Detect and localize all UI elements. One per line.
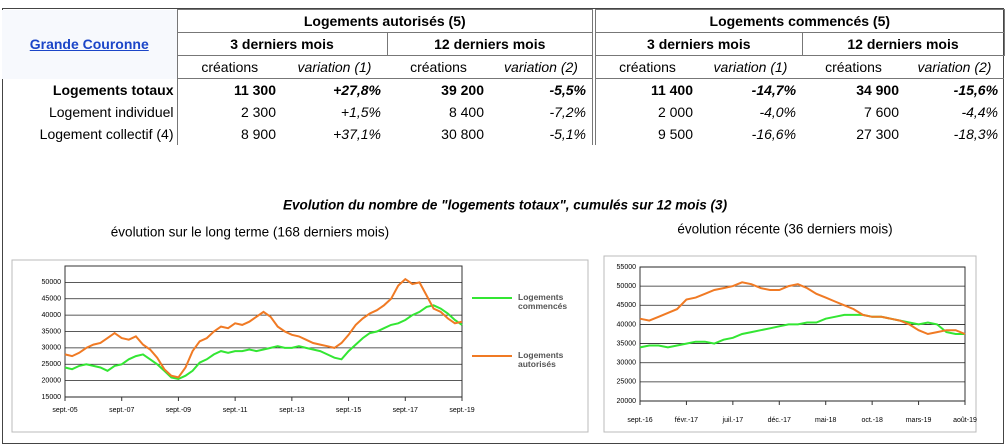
series-line [64, 277, 463, 379]
y-tick-label: 15000 [42, 394, 62, 401]
header-row: Grande Couronne Logements autorisés (5) Lo… [2, 9, 1005, 79]
x-tick-label: sept.-07 [109, 407, 134, 414]
cell: 2 300 [240, 104, 276, 120]
x-tick-label: sept.-11 [223, 407, 248, 414]
cell: -18,3% [953, 126, 999, 142]
cell: 39 200 [441, 82, 484, 98]
plot-area [639, 266, 966, 402]
y-tick-label: 40000 [617, 321, 637, 328]
y-tick-label: 45000 [42, 296, 62, 303]
y-tick-label: 45000 [617, 302, 637, 309]
x-tick-label: mars-19 [906, 417, 932, 424]
figure-title: Evolution du nombre de "logements totaux… [283, 198, 728, 213]
series-line [639, 313, 965, 349]
sub-header: variation (2) [490, 55, 595, 79]
cell: -16,6% [751, 126, 797, 142]
cell: -7,2% [549, 104, 587, 120]
cell: -4,4% [961, 104, 999, 120]
chart-title: évolution sur le long terme (168 dernier… [111, 225, 389, 240]
cell: 34 900 [856, 82, 900, 98]
period-header: 12 derniers mois [801, 32, 1005, 56]
cell: -4,0% [759, 104, 797, 120]
data-row: Logements totaux 11 300 +27,8% 39 200 -5,5% 1… [2, 78, 1004, 101]
y-tick-label: 40000 [42, 312, 62, 319]
header-row: créations variation (1) créations variation… [2, 55, 1005, 79]
series-line [639, 281, 966, 336]
cell: 11 400 [592, 78, 700, 101]
x-tick-label: sept.-05 [52, 407, 77, 414]
x-tick-label: sept.-13 [279, 407, 304, 414]
row-label: Logements totaux [2, 78, 178, 101]
data-row: Logement individuel 2 300 +1,5% 8 400 -7,2% 2… [2, 101, 1004, 123]
y-tick-label: 30000 [42, 345, 62, 352]
sub-header: variation (1) [699, 55, 803, 79]
cell: +37,1% [333, 126, 381, 142]
cell: 27 300 [856, 126, 900, 142]
x-tick-label: févr.-17 [675, 417, 698, 424]
sub-header: créations [387, 55, 490, 79]
period-header: 12 derniers mois [386, 32, 595, 56]
header-row: 3 derniers mois 12 derniers mois 3 dernier… [2, 32, 1005, 56]
cell: 30 800 [441, 126, 484, 142]
cell: -14,7% [751, 82, 797, 98]
x-tick-label: sept.-15 [336, 407, 361, 414]
series-line [64, 304, 463, 381]
cell: 8 900 [240, 126, 276, 142]
data-row: Logement collectif (4) 8 900 +37,1% 30 800 -… [2, 123, 1004, 145]
cell: +1,5% [340, 104, 381, 120]
y-tick-label: 25000 [42, 361, 62, 368]
cell: -15,6% [953, 82, 999, 98]
y-tick-label: 20000 [617, 398, 637, 405]
chart-frame [603, 255, 977, 433]
x-tick-label: déc.-17 [768, 417, 791, 424]
legend-label: Logements commencés [518, 292, 568, 311]
chart-frame [11, 259, 589, 433]
y-tick-label: 30000 [617, 360, 637, 367]
cell: 9 500 [592, 123, 700, 145]
sub-header: créations [802, 55, 906, 79]
sub-header: créations [177, 55, 282, 79]
y-tick-label: 50000 [617, 283, 637, 290]
y-tick-label: 50000 [42, 279, 62, 286]
sub-header: variation (1) [282, 55, 387, 79]
sub-header: créations [592, 55, 700, 79]
x-tick-label: mai-18 [815, 417, 837, 424]
y-tick-label: 25000 [617, 379, 637, 386]
row-label: Logement individuel [2, 101, 178, 123]
x-tick-label: sept.-16 [627, 417, 652, 424]
x-tick-label: sept.-19 [449, 407, 474, 414]
legend-label: Logements autorisés [518, 350, 564, 369]
cell: 7 600 [863, 104, 900, 120]
cell: 2 000 [592, 101, 700, 123]
y-tick-label: 35000 [42, 328, 62, 335]
x-tick-label: sept.-17 [393, 407, 418, 414]
sub-header: variation (2) [905, 55, 1005, 79]
x-tick-label: août-19 [953, 417, 977, 424]
x-tick-label: sept.-09 [166, 407, 191, 414]
cell: -5,5% [549, 82, 587, 98]
cell: 11 300 [233, 82, 276, 98]
cell: +27,8% [333, 82, 381, 98]
chart-title: évolution récente (36 derniers mois) [677, 222, 892, 237]
cell: -5,1% [549, 126, 587, 142]
x-tick-label: oct.-18 [861, 417, 883, 424]
row-label: Logement collectif (4) [2, 123, 178, 145]
data-table: Grande Couronne Logements autorisés (5) Lo… [2, 9, 1005, 145]
corner-link[interactable]: Grande Couronne [2, 9, 178, 79]
y-tick-label: 55000 [617, 264, 637, 271]
y-tick-label: 35000 [617, 340, 637, 347]
x-tick-label: juil.-17 [722, 417, 744, 424]
period-header: 3 derniers mois [176, 32, 388, 56]
period-header: 3 derniers mois [592, 32, 803, 56]
y-tick-label: 20000 [42, 377, 62, 384]
cell: 8 400 [448, 104, 484, 120]
frame [2, 8, 1004, 444]
